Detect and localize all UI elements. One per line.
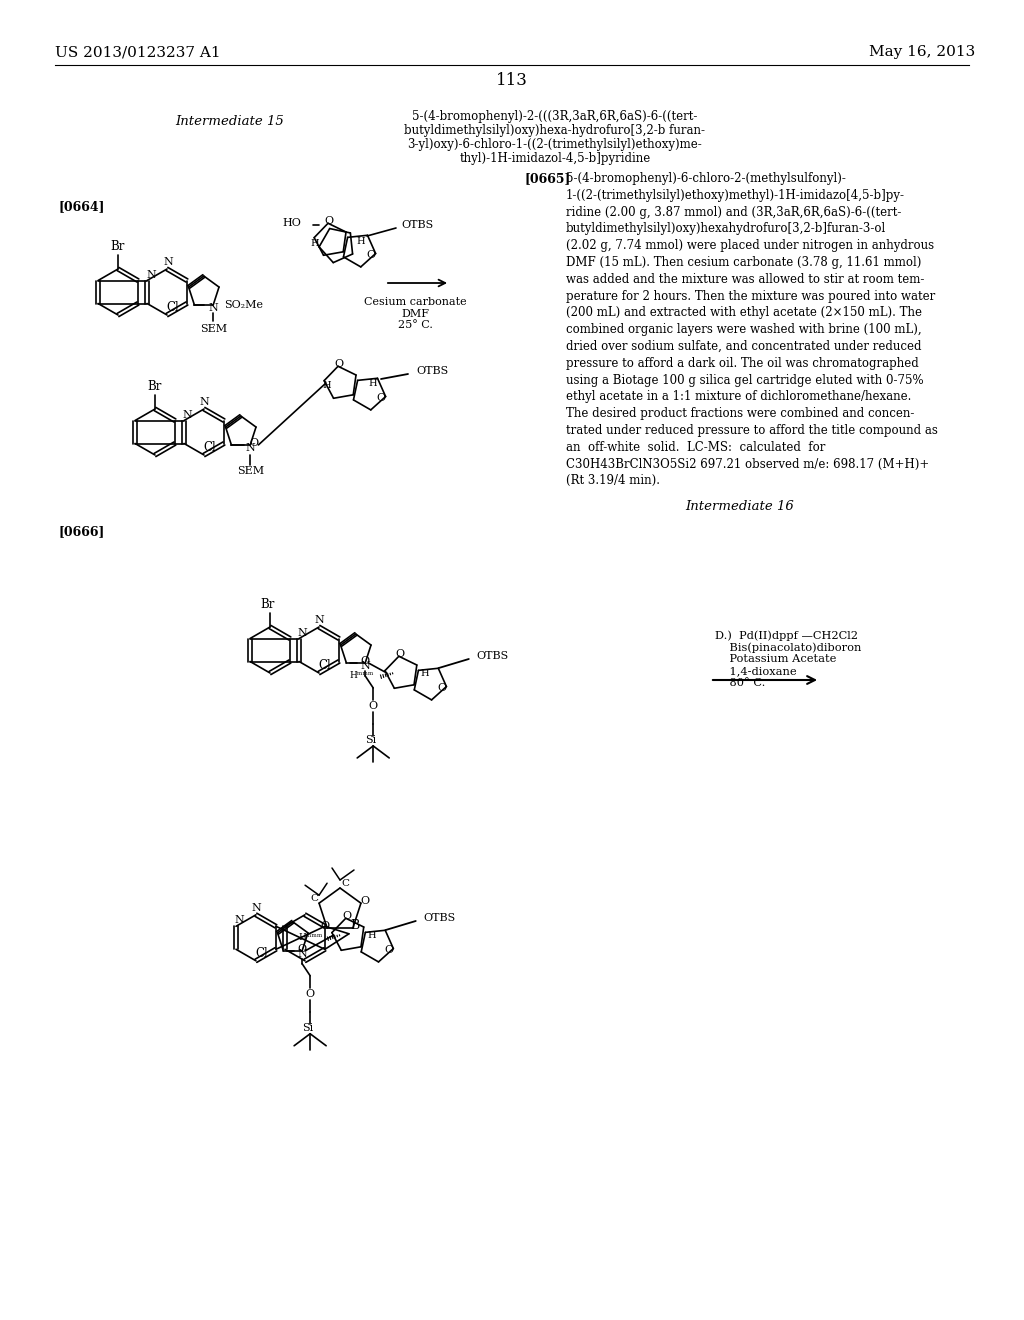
Text: Cl: Cl [166, 301, 179, 314]
Text: SEM: SEM [200, 323, 226, 334]
Text: 5-(4-bromophenyl)-6-chloro-2-(methylsulfonyl)-
1-((2-(trimethylsilyl)ethoxy)meth: 5-(4-bromophenyl)-6-chloro-2-(methylsulf… [566, 172, 938, 487]
Text: SO₂Me: SO₂Me [224, 300, 263, 310]
Text: O: O [321, 921, 330, 931]
Text: H: H [323, 380, 332, 389]
Text: O: O [369, 701, 378, 711]
Text: N: N [208, 304, 218, 313]
Text: [0665]: [0665] [524, 172, 570, 185]
Text: SEM: SEM [237, 466, 264, 477]
Text: N: N [251, 903, 261, 913]
Text: N: N [163, 257, 173, 267]
Text: N: N [360, 661, 370, 671]
Text: N: N [146, 269, 156, 280]
Text: N: N [246, 444, 255, 453]
Text: Si: Si [302, 1023, 313, 1032]
Text: O: O [325, 216, 334, 226]
Text: Br: Br [261, 598, 275, 611]
Text: N: N [297, 949, 307, 958]
Text: O: O [360, 896, 370, 907]
Text: O: O [305, 989, 314, 999]
Text: N: N [234, 915, 244, 925]
Text: N: N [314, 615, 324, 624]
Text: OTBS: OTBS [416, 366, 449, 376]
Text: HO: HO [283, 218, 301, 228]
Text: H: H [369, 380, 377, 388]
Text: butyldimethylsilyl)oxy)hexa-hydrofuro[3,2-b furan-: butyldimethylsilyl)oxy)hexa-hydrofuro[3,… [404, 124, 706, 137]
Text: Cesium carbonate
DMF
25° C.: Cesium carbonate DMF 25° C. [364, 297, 466, 330]
Text: N: N [199, 397, 209, 407]
Text: Hᵐᵐᵐ: Hᵐᵐᵐ [298, 932, 323, 941]
Text: OTBS: OTBS [477, 651, 509, 661]
Text: Br: Br [111, 240, 125, 253]
Text: [0666]: [0666] [58, 525, 104, 539]
Text: N: N [182, 409, 191, 420]
Text: O: O [395, 649, 404, 659]
Text: Cl: Cl [203, 441, 216, 454]
Text: O: O [297, 944, 306, 954]
Text: N: N [297, 627, 307, 638]
Text: Intermediate 15: Intermediate 15 [176, 115, 285, 128]
Text: C: C [310, 894, 318, 903]
Text: O: O [342, 911, 351, 921]
Text: 113: 113 [496, 73, 528, 88]
Text: 3-yl)oxy)-6-chloro-1-((2-(trimethylsilyl)ethoxy)me-: 3-yl)oxy)-6-chloro-1-((2-(trimethylsilyl… [408, 139, 702, 150]
Text: Br: Br [147, 380, 162, 393]
Text: US 2013/0123237 A1: US 2013/0123237 A1 [55, 45, 220, 59]
Text: 5-(4-bromophenyl)-2-(((3R,3aR,6R,6aS)-6-((tert-: 5-(4-bromophenyl)-2-(((3R,3aR,6R,6aS)-6-… [413, 110, 697, 123]
Text: O: O [437, 682, 446, 693]
Text: D.)  Pd(II)dppf —CH2Cl2
    Bis(pinacolato)diboron
    Potassium Acetate
    1,4: D.) Pd(II)dppf —CH2Cl2 Bis(pinacolato)di… [715, 630, 861, 688]
Text: OTBS: OTBS [401, 220, 433, 230]
Text: H: H [310, 239, 319, 248]
Text: H: H [421, 668, 429, 677]
Text: H: H [356, 238, 366, 247]
Text: Cl: Cl [318, 659, 331, 672]
Text: O: O [384, 945, 393, 954]
Text: O: O [360, 656, 370, 667]
Text: Cl: Cl [255, 946, 268, 960]
Text: Hᵐᵐᵐ: Hᵐᵐᵐ [349, 671, 374, 680]
Text: Intermediate 16: Intermediate 16 [686, 500, 795, 513]
Text: H: H [368, 931, 376, 940]
Text: O: O [335, 359, 344, 370]
Text: [0664]: [0664] [58, 201, 104, 213]
Text: O: O [250, 438, 258, 447]
Text: C: C [341, 879, 349, 887]
Text: OTBS: OTBS [424, 913, 456, 923]
Text: Si: Si [366, 735, 377, 744]
Text: thyl)-1H-imidazol-4,5-b]pyridine: thyl)-1H-imidazol-4,5-b]pyridine [460, 152, 650, 165]
Text: B: B [350, 919, 359, 932]
Text: O: O [377, 393, 386, 403]
Text: O: O [367, 249, 376, 260]
Text: May 16, 2013: May 16, 2013 [868, 45, 975, 59]
